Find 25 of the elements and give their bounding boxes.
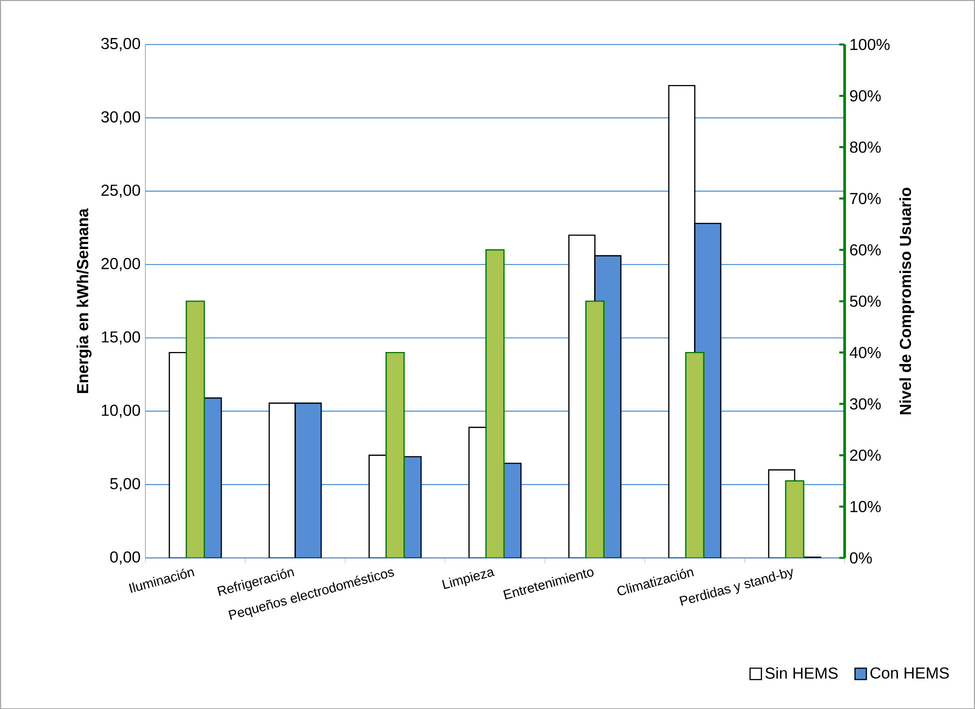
bar: [485, 249, 505, 558]
y2-tick-label: 60%: [850, 244, 881, 256]
y-tick-label: 0,00: [110, 551, 140, 564]
y2-tick-label: 10%: [850, 500, 881, 512]
y-axis-title: Energia en kWh/Semana: [76, 208, 92, 393]
y-tick-label: 5,00: [110, 478, 140, 492]
y2-tick-label: 20%: [850, 449, 881, 461]
y2-tick-label: 40%: [850, 346, 881, 358]
y-tick-label: 15,00: [102, 331, 140, 344]
x-tick-label: Limpieza: [442, 569, 495, 589]
y-tick-label: 20,00: [101, 258, 140, 271]
y2-tick-label: 30%: [850, 398, 881, 410]
y-tick-label: 25,00: [101, 184, 140, 198]
y-tick-label: 30,00: [101, 111, 140, 124]
legend-label: Con HEMS: [870, 667, 949, 678]
y-tick-label: 10,00: [102, 404, 140, 418]
y2-tick-label: 0%: [850, 552, 872, 564]
legend-label: Sin HEMS: [765, 666, 838, 679]
y2-tick-label: 100%: [850, 38, 890, 50]
y-tick-label: 35,00: [101, 38, 140, 51]
y2-axis-title: Nivel de Compromiso Usuario: [899, 188, 914, 414]
y2-tick-label: 80%: [850, 141, 881, 153]
y2-tick-label: 70%: [850, 192, 881, 204]
y2-tick-label: 50%: [850, 295, 881, 307]
y2-tick-label: 90%: [850, 90, 881, 102]
